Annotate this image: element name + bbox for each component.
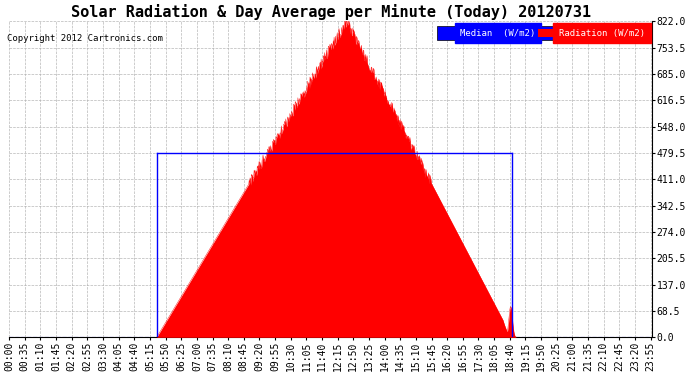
Title: Solar Radiation & Day Average per Minute (Today) 20120731: Solar Radiation & Day Average per Minute… <box>70 4 591 20</box>
Text: Copyright 2012 Cartronics.com: Copyright 2012 Cartronics.com <box>7 34 163 43</box>
Legend: Median  (W/m2), Radiation (W/m2): Median (W/m2), Radiation (W/m2) <box>437 26 648 40</box>
